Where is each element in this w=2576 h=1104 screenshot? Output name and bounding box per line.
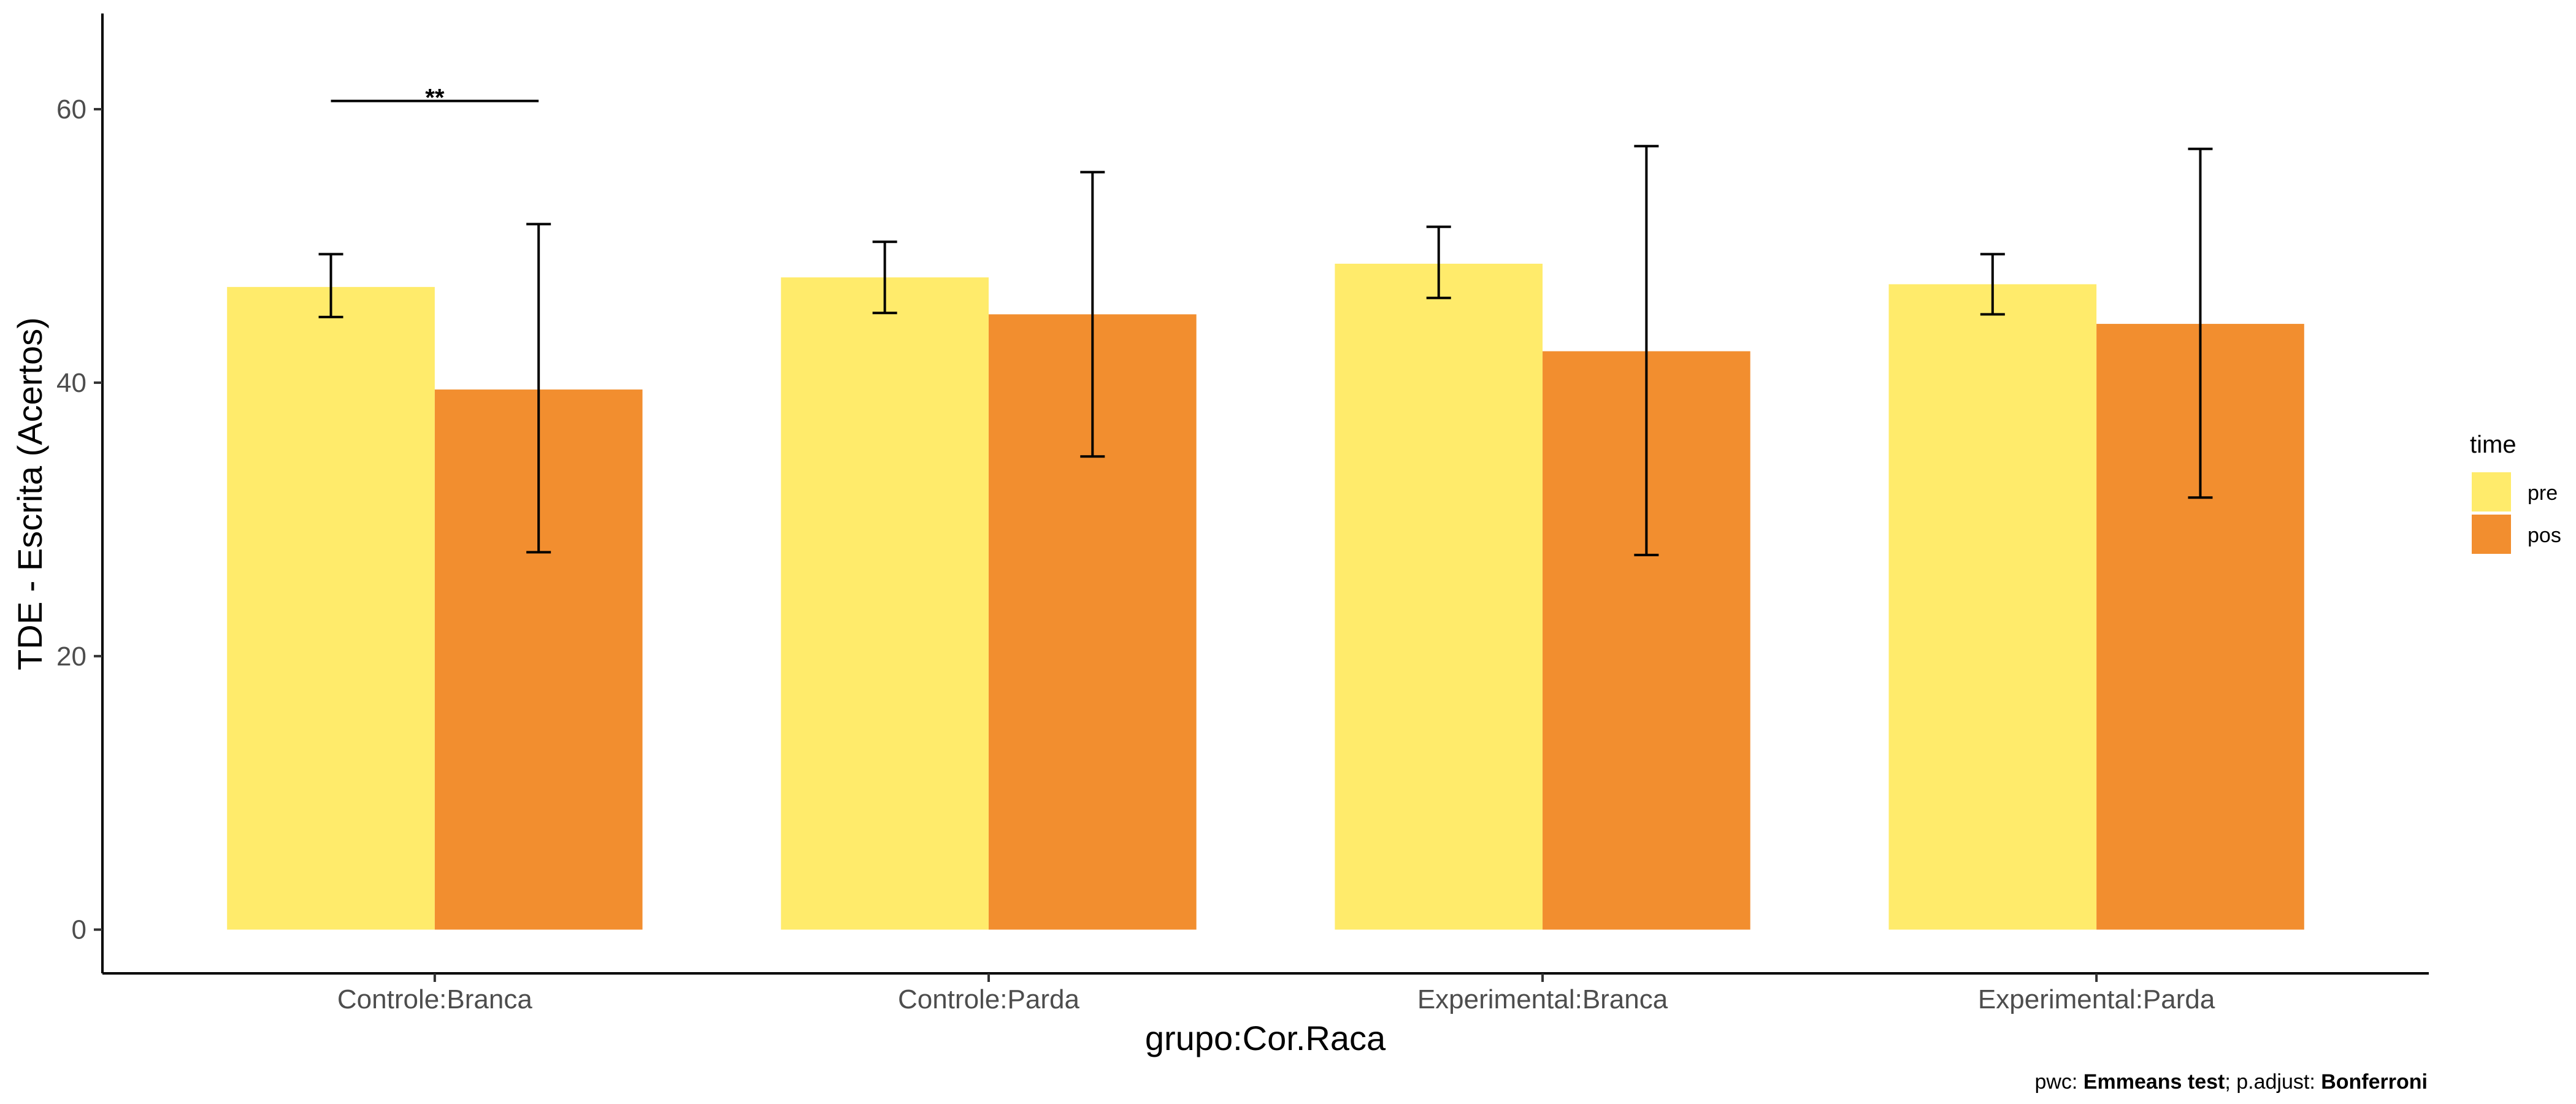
caption: pwc: Emmeans test; p.adjust: Bonferroni [2034, 1070, 2428, 1094]
errorbar-pos-0 [526, 223, 551, 554]
x-ticks-layer: Controle:Branca Controle:Parda Experimenta… [337, 973, 2215, 1014]
x-tick-label: Controle:Parda [898, 984, 1079, 1014]
legend: time pre pos [2470, 431, 2561, 554]
bar-pre-0 [227, 286, 435, 930]
caption-adjust: Bonferroni [2321, 1070, 2428, 1094]
bar-pre-2 [1335, 263, 1543, 930]
bar-pre-1 [781, 277, 989, 930]
significance-bracket-0: ** [331, 85, 539, 112]
y-tick-label: 60 [56, 94, 86, 125]
errorbar-pre-0 [318, 253, 343, 318]
errorbar-pos-3 [2188, 147, 2213, 499]
caption-prefix: pwc: [2034, 1070, 2083, 1094]
legend-label-pre: pre [2528, 481, 2558, 505]
legend-key-pos [2472, 515, 2511, 554]
y-tick-label: 0 [72, 915, 86, 945]
errorbar-pre-3 [1980, 253, 2005, 316]
axes-layer [101, 13, 2429, 975]
x-tick-label: Controle:Branca [337, 984, 532, 1014]
legend-title: time [2470, 431, 2517, 458]
annotation-layer: ** [331, 85, 539, 112]
legend-key-pre [2472, 472, 2511, 512]
x-tick-label: Experimental:Branca [1417, 984, 1668, 1014]
errorbar-pos-2 [1634, 145, 1659, 556]
y-ticks-layer: 0 20 40 60 [56, 94, 102, 945]
x-tick-label: Experimental:Parda [1978, 984, 2215, 1014]
legend-label-pos: pos [2528, 524, 2561, 547]
x-axis-title: grupo:Cor.Raca [1145, 1019, 1386, 1057]
y-tick-label: 20 [56, 642, 86, 672]
errorbar-pre-1 [872, 240, 897, 315]
errorbars-layer [318, 145, 2213, 556]
errorbar-pos-1 [1080, 171, 1105, 458]
caption-method: Emmeans test [2083, 1070, 2225, 1094]
y-axis-title: TDE - Escrita (Acertos) [10, 317, 49, 670]
y-tick-label: 40 [56, 368, 86, 398]
caption-middle: ; p.adjust: [2225, 1070, 2321, 1094]
bar-pre-3 [1888, 284, 2097, 930]
errorbar-pre-2 [1426, 225, 1451, 299]
significance-label: ** [425, 85, 445, 112]
